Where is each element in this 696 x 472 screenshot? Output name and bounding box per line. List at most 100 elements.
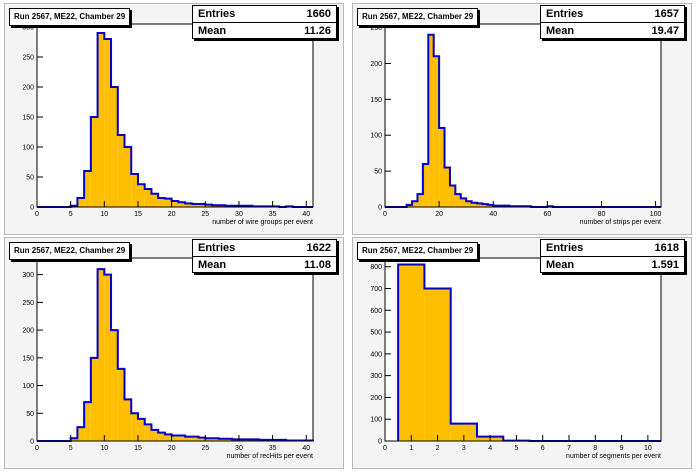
histogram-pad-segments: 0 1 2 3 4 5 6 7 8 9 10 0 100 200 300 400 500 600 700 800 num… [352,237,692,469]
x-tick-label: 60 [543,211,551,218]
y-tick-label: 150 [370,97,382,104]
plot-border [36,23,314,208]
histogram-bar [164,198,172,207]
x-axis-title: number of strips per event [580,219,661,226]
histogram-bar [450,423,477,441]
histogram-bar [137,184,145,207]
histogram-bar [137,418,145,441]
histogram-bar [449,185,456,207]
entries-value: 1622 [306,242,331,254]
histogram-bar [477,203,483,207]
mean-value: 1.591 [651,259,679,271]
y-tick-label: 0 [378,205,382,212]
x-tick-label: 25 [201,211,209,218]
histogram-bar [178,435,186,441]
x-tick-label: 3 [462,445,466,452]
x-tick-label: 0 [383,445,387,452]
histogram-bar [185,203,192,207]
histogram-bar [97,269,105,441]
plot-frame [36,23,314,208]
histogram-bar [198,204,206,207]
y-tick-label: 250 [370,25,382,32]
histogram-bar [144,189,152,207]
y-tick-label: 50 [26,175,34,182]
y-tick-label: 800 [370,264,382,271]
stats-box: Entries 1660 Mean 11.26 [192,5,337,39]
x-tick-label: 0 [383,211,387,218]
y-tick-label: 0 [30,439,34,446]
plot-border [36,257,314,442]
histogram-pad-rechits: 0 5 10 15 20 25 30 35 40 0 50 100 150 200 250 300 number… [4,237,344,469]
y-tick-label: 100 [22,145,34,152]
y-tick-label: 50 [26,411,34,418]
histogram-bar [482,204,488,207]
x-tick-label: 20 [168,211,176,218]
x-tick-label: 6 [541,445,545,452]
histogram-bar [70,438,78,441]
histogram-bar [428,34,434,207]
histogram-bar [131,174,138,207]
mean-value: 19.47 [651,25,679,37]
stats-box: Entries 1618 Mean 1.591 [540,239,685,273]
entries-label: Entries [546,8,584,20]
mean-label: Mean [546,259,575,271]
histogram-title: Run 2567, ME22, Chamber 29 [357,242,479,260]
y-tick-label: 250 [22,55,34,62]
histogram-bar [433,56,440,208]
y-tick-label: 300 [22,25,34,32]
x-tick-label: 20 [435,211,443,218]
entries-label: Entries [198,8,236,20]
y-tick-label: 200 [22,85,34,92]
y-tick-label: 700 [370,286,382,293]
y-tick-label: 400 [370,351,382,358]
histogram-outline [37,32,313,208]
histogram-bar [205,204,213,207]
histogram-bar [398,264,425,441]
histogram-bar [158,198,165,207]
x-tick-label: 8 [593,445,597,452]
y-tick-label: 0 [378,439,382,446]
plot-frame [36,257,314,442]
x-tick-label: 35 [269,445,277,452]
y-tick-label: 200 [370,395,382,402]
x-tick-label: 20 [168,445,176,452]
x-tick-label: 40 [489,211,497,218]
plot-border [384,257,662,442]
histogram-bar [444,167,450,207]
entries-value: 1660 [306,8,331,20]
histogram-bar [191,436,199,441]
histogram-bar [77,427,85,441]
histogram-title: Run 2567, ME22, Chamber 29 [9,8,131,26]
x-axis-title: number of recHits per event [227,453,313,460]
x-tick-label: 5 [514,445,518,452]
histogram-bar [218,438,226,441]
y-tick-label: 150 [22,115,34,122]
y-tick-label: 300 [22,272,34,279]
histogram-bar [198,437,206,441]
histogram-pad-strips: 0 20 40 60 80 100 0 50 100 150 200 250 number of str… [352,3,692,235]
mean-value: 11.26 [304,25,331,37]
histogram-bar [111,87,118,207]
x-tick-label: 4 [488,445,492,452]
x-tick-label: 35 [269,211,277,218]
histogram-outline [37,268,314,442]
stats-box: Entries 1622 Mean 11.08 [192,239,337,273]
histogram-bar [131,413,138,441]
plot-border [384,23,662,208]
x-tick-label: 30 [235,211,243,218]
x-tick-label: 80 [598,211,606,218]
histogram-bar [212,438,219,441]
histogram-bar [439,128,445,207]
histogram-bar [424,288,451,441]
x-tick-label: 40 [302,445,310,452]
x-tick-label: 30 [235,445,243,452]
histogram-bar [417,194,423,207]
x-tick-label: 0 [35,445,39,452]
histogram-bar [178,202,186,207]
y-tick-label: 300 [370,373,382,380]
histogram-bar [466,201,472,207]
x-axis-title: number of wire groups per event [212,219,313,226]
histogram-bar [77,198,85,207]
histogram-bar [185,436,192,441]
histogram-bar [111,330,118,441]
